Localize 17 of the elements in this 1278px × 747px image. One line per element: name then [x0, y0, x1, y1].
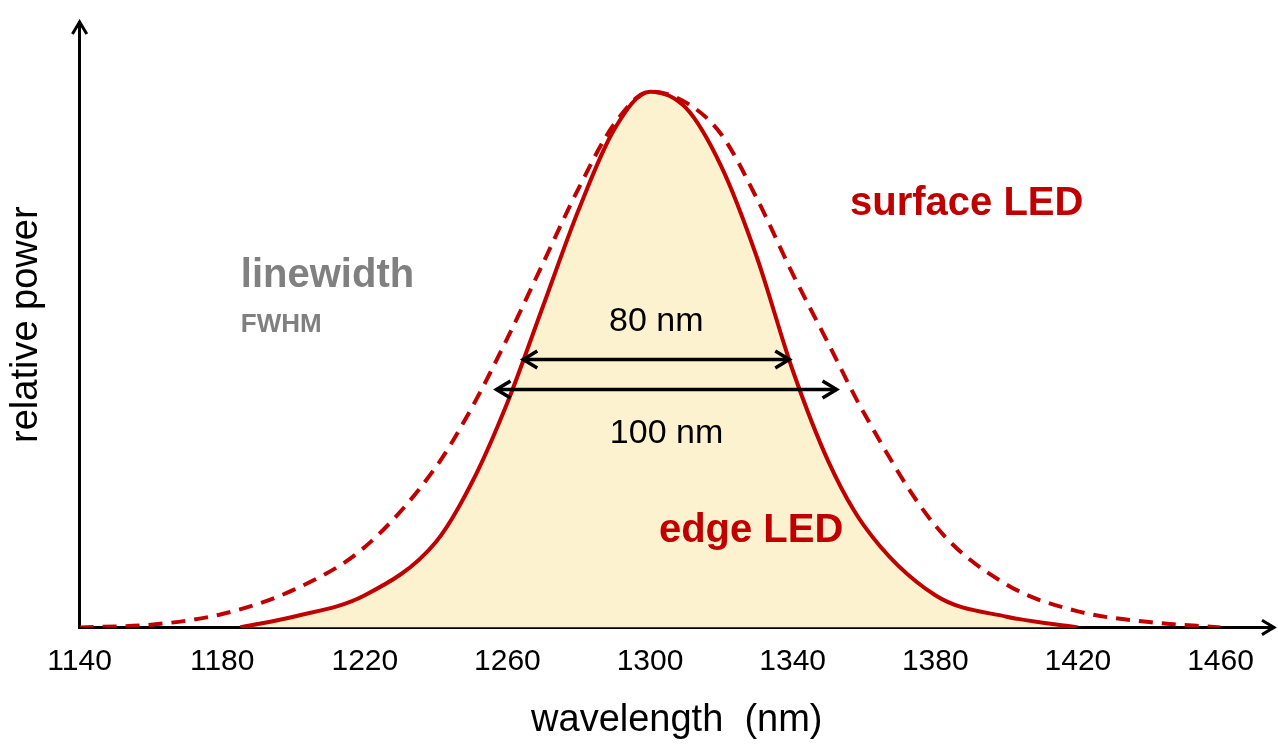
- annotation: 100 nm: [609, 411, 724, 450]
- x-tick-label: 1380: [901, 642, 969, 676]
- annotation: FWHM: [240, 307, 322, 338]
- x-tick-label: 1220: [331, 642, 399, 676]
- y-axis-title: relative power: [3, 206, 46, 443]
- x-tick-label: 1260: [474, 642, 541, 676]
- x-axis-title: wavelength (nm): [530, 696, 823, 739]
- x-tick-label: 1340: [759, 642, 827, 676]
- x-tick-label: 1300: [616, 642, 684, 676]
- x-tick-label: 1180: [189, 642, 255, 676]
- annotation: linewidth: [240, 251, 415, 296]
- x-tick-label: 1140: [47, 642, 112, 676]
- annotation: 80 nm: [609, 299, 704, 338]
- x-tick-label: 1460: [1187, 642, 1254, 676]
- series-label: edge LED: [658, 505, 844, 550]
- x-tick-label: 1420: [1044, 642, 1112, 676]
- series-label: surface LED: [849, 178, 1084, 223]
